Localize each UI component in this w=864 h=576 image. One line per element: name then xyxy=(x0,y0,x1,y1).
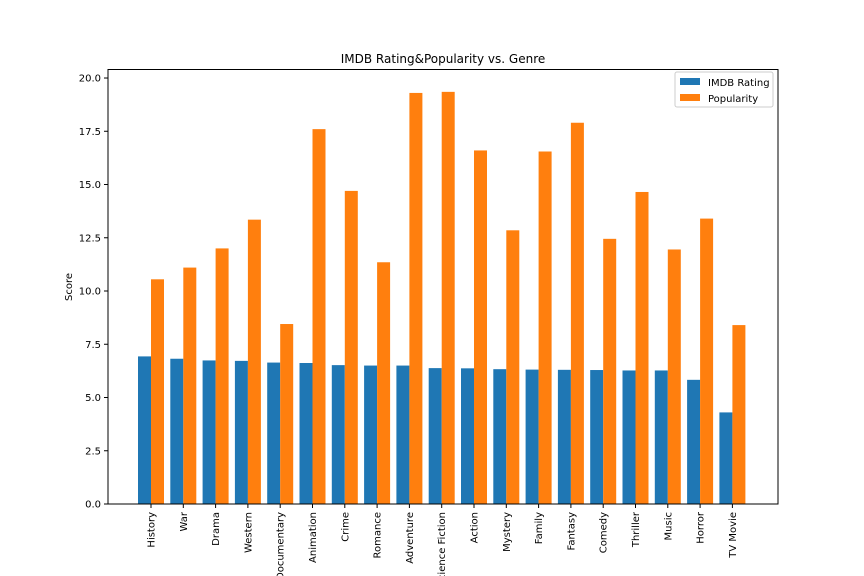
bar-imdb-rating-drama xyxy=(202,360,216,504)
bar-imdb-rating-fantasy xyxy=(557,369,571,504)
bar-popularity-adventure xyxy=(409,92,423,505)
legend-swatch-imdb-rating xyxy=(680,78,700,85)
bar-imdb-rating-science-fiction xyxy=(428,368,442,504)
bar-imdb-rating-family xyxy=(525,369,539,504)
bar-imdb-rating-romance xyxy=(364,365,378,504)
x-tick-label-tv-movie: TV Movie xyxy=(728,512,739,559)
y-tick-label: 5.0 xyxy=(85,393,101,404)
bar-imdb-rating-mystery xyxy=(493,369,507,504)
bar-popularity-tv-movie xyxy=(732,325,746,504)
x-tick-label-animation: Animation xyxy=(308,512,319,563)
x-tick-label-history: History xyxy=(147,512,158,548)
x-tick-label-war: War xyxy=(179,511,190,531)
x-tick-label-science-fiction: Science Fiction xyxy=(437,512,448,576)
bars-group xyxy=(138,91,746,505)
bar-popularity-thriller xyxy=(635,191,649,504)
plot-frame xyxy=(107,69,779,505)
bar-popularity-horror xyxy=(700,218,714,504)
x-tick-label-thriller: Thriller xyxy=(631,511,642,548)
bar-imdb-rating-music xyxy=(654,370,668,504)
bar-popularity-drama xyxy=(215,248,229,504)
y-tick-label: 2.5 xyxy=(85,446,101,457)
y-tick-label: 10.0 xyxy=(79,287,101,298)
legend-swatch-popularity xyxy=(680,94,700,101)
bar-popularity-war xyxy=(183,267,197,504)
bar-imdb-rating-war xyxy=(170,358,184,504)
bar-imdb-rating-action xyxy=(461,368,474,504)
bar-imdb-rating-tv-movie xyxy=(719,412,733,504)
y-tick-label: 12.5 xyxy=(79,233,101,244)
bar-imdb-rating-animation xyxy=(299,363,313,504)
bar-popularity-mystery xyxy=(506,230,520,504)
bar-popularity-animation xyxy=(312,129,326,504)
x-tick-label-western: Western xyxy=(243,512,254,553)
bar-popularity-crime xyxy=(344,190,358,504)
bar-popularity-music xyxy=(667,249,681,504)
y-axis: 0.0 2.5 5.0 7.5 10.0 12.5 15.0 17.5 20.0 xyxy=(79,74,108,511)
bar-imdb-rating-comedy xyxy=(590,370,604,504)
x-tick-label-drama: Drama xyxy=(211,512,222,546)
chart-title: IMDB Rating&Popularity vs. Genre xyxy=(341,52,546,66)
bar-imdb-rating-western xyxy=(234,360,248,504)
bar-imdb-rating-crime xyxy=(331,365,345,504)
x-tick-label-romance: Romance xyxy=(373,512,384,558)
x-tick-label-mystery: Mystery xyxy=(502,512,513,552)
x-tick-label-music: Music xyxy=(663,512,674,540)
x-tick-label-documentary: Documentary xyxy=(276,512,287,576)
legend-label-imdb-rating: IMDB Rating xyxy=(708,78,770,89)
bar-popularity-history xyxy=(151,279,164,504)
bar-popularity-family xyxy=(538,151,552,504)
y-axis-label: Score xyxy=(64,273,75,301)
x-tick-label-fantasy: Fantasy xyxy=(566,512,577,551)
x-axis: History War Drama Western Documentary Animati… xyxy=(147,504,739,576)
x-tick-label-adventure: Adventure xyxy=(405,512,416,564)
x-tick-label-comedy: Comedy xyxy=(599,512,610,553)
bar-imdb-rating-thriller xyxy=(622,370,636,504)
legend-label-popularity: Popularity xyxy=(708,94,758,105)
bar-popularity-fantasy xyxy=(570,122,584,504)
y-tick-label: 20.0 xyxy=(79,74,101,85)
bar-imdb-rating-history xyxy=(138,356,151,504)
bar-popularity-romance xyxy=(377,262,391,504)
y-tick-label: 7.5 xyxy=(85,340,101,351)
bar-imdb-rating-horror xyxy=(687,379,701,504)
y-tick-label: 15.0 xyxy=(79,180,101,191)
x-tick-label-crime: Crime xyxy=(340,512,351,542)
bar-imdb-rating-documentary xyxy=(267,362,281,504)
bar-popularity-science-fiction xyxy=(441,91,455,505)
bar-popularity-documentary xyxy=(280,324,294,504)
bar-popularity-western xyxy=(247,219,261,504)
y-tick-label: 17.5 xyxy=(79,127,101,138)
legend: IMDB Rating Popularity xyxy=(674,71,774,108)
y-tick-label: 0.0 xyxy=(85,500,101,511)
bar-popularity-comedy xyxy=(603,238,617,504)
x-tick-label-horror: Horror xyxy=(696,511,707,544)
x-tick-label-action: Action xyxy=(470,512,481,543)
bar-imdb-rating-adventure xyxy=(396,365,410,504)
bar-popularity-action xyxy=(474,150,487,504)
x-tick-label-family: Family xyxy=(534,512,545,544)
